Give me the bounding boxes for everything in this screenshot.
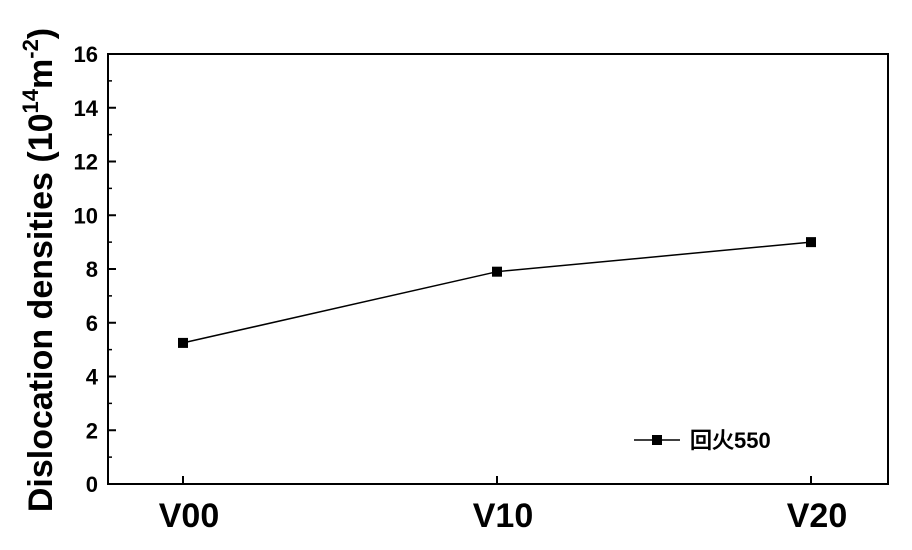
data-point-marker — [806, 237, 816, 248]
y-tick-label: 16 — [74, 42, 98, 67]
y-tick-label: 10 — [74, 203, 98, 228]
legend-marker — [652, 435, 662, 445]
y-tick-label: 6 — [86, 311, 98, 336]
x-category-label: V10 — [473, 497, 534, 535]
y-tick-label: 4 — [86, 365, 99, 390]
legend: 回火550 — [634, 428, 771, 453]
y-tick-label: 14 — [74, 96, 99, 121]
data-point-marker — [492, 266, 502, 277]
data-point-marker — [178, 337, 188, 348]
legend-label: 回火550 — [690, 428, 771, 453]
y-tick-label: 0 — [86, 472, 98, 497]
x-category-label: V00 — [159, 497, 220, 535]
y-tick-label: 2 — [86, 418, 98, 443]
x-axis-ticks: V00 V10 V20 — [159, 476, 848, 535]
y-tick-label: 8 — [86, 257, 98, 282]
series-layer — [178, 237, 816, 348]
x-category-label: V20 — [787, 497, 848, 535]
plot-area-frame — [107, 53, 889, 485]
y-tick-label: 12 — [74, 150, 98, 175]
y-axis-ticks: 0 2 4 6 8 10 12 14 16 — [74, 42, 116, 497]
y-axis-title: Dislocation densities (1014m-2) — [18, 28, 60, 512]
series-line — [182, 241, 812, 344]
